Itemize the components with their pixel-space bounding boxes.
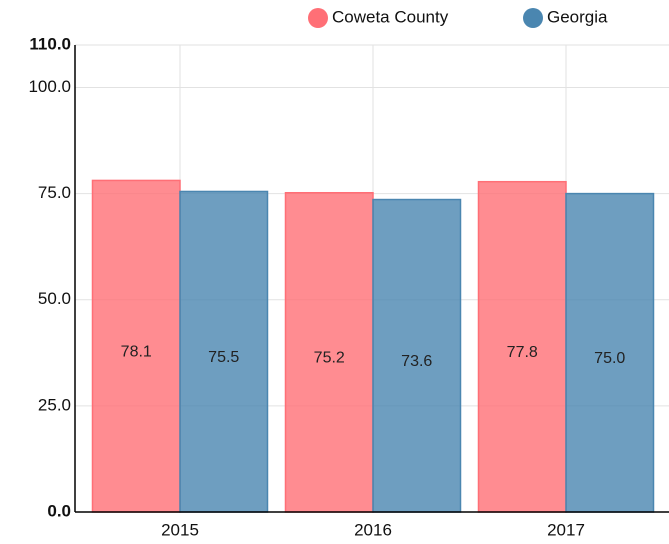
data-label: 75.0 bbox=[594, 350, 625, 367]
data-label: 75.5 bbox=[208, 349, 239, 366]
legend-label: Coweta County bbox=[332, 7, 449, 26]
x-tick-label: 2016 bbox=[354, 520, 392, 539]
data-label: 75.2 bbox=[314, 350, 345, 367]
x-tick-label: 2015 bbox=[161, 520, 199, 539]
legend-marker bbox=[523, 8, 543, 28]
data-label: 78.1 bbox=[121, 343, 152, 360]
y-tick-label: 50.0 bbox=[38, 289, 71, 308]
y-tick-label: 25.0 bbox=[38, 395, 71, 414]
data-label: 73.6 bbox=[401, 353, 432, 370]
y-tick-label: 75.0 bbox=[38, 183, 71, 202]
y-tick-label: 110.0 bbox=[29, 34, 71, 53]
legend-marker bbox=[308, 8, 328, 28]
data-label: 77.8 bbox=[507, 344, 538, 361]
x-tick-label: 2017 bbox=[547, 520, 585, 539]
bar bbox=[565, 192, 655, 513]
y-tick-label: 100.0 bbox=[28, 77, 71, 96]
legend-label: Georgia bbox=[547, 7, 608, 26]
y-tick-label: 0.0 bbox=[47, 501, 71, 520]
